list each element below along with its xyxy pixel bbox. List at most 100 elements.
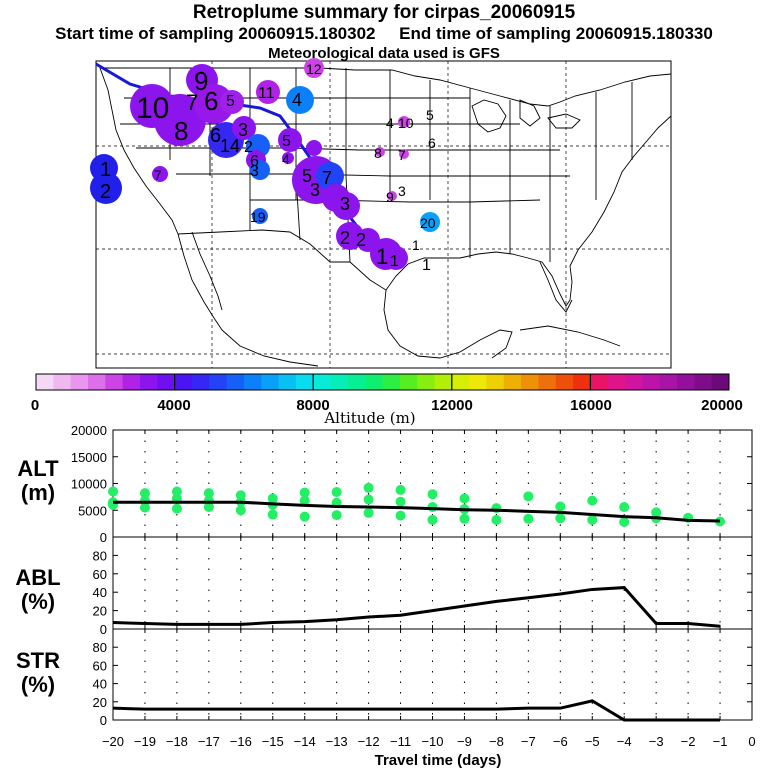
cluster-label: 5: [226, 93, 235, 110]
colorbar-swatch: [642, 374, 661, 390]
cluster-label: 7: [186, 90, 198, 115]
cluster-label: 2: [100, 181, 111, 203]
y-tick-label: 0: [100, 530, 107, 545]
altitude-point: [715, 516, 726, 527]
colorbar-swatch: [139, 374, 158, 390]
y-tick-label: 0: [100, 713, 107, 728]
colorbar-swatch: [677, 374, 695, 390]
cluster-label: 2: [244, 139, 253, 156]
x-tick-label: −10: [421, 734, 443, 749]
colorbar-swatch: [555, 374, 574, 390]
cluster-circle: [399, 149, 409, 159]
x-tick-label: −17: [198, 734, 220, 749]
cluster-label: 3: [340, 194, 350, 214]
altitude-point: [331, 487, 342, 498]
colorbar-swatch: [243, 374, 262, 390]
colorbar-swatch: [434, 374, 453, 390]
alt-panel-unit: (m): [21, 480, 55, 505]
cluster-label: 2: [356, 230, 366, 250]
start-time-label: Start time of sampling 20060915.180302: [55, 24, 376, 43]
x-tick-label: −13: [326, 734, 348, 749]
altitude-point: [619, 502, 630, 513]
cluster-label: 1: [376, 244, 388, 269]
cluster-label: 19: [250, 209, 266, 225]
colorbar-tick-label: 0: [31, 397, 39, 414]
colorbar-frame: [35, 373, 730, 391]
panel-frame: [112, 628, 753, 721]
colorbar-tick-label: 20000: [701, 397, 743, 414]
altitude-point: [203, 502, 214, 513]
altitude-point: [299, 495, 310, 506]
cluster-circle: [232, 116, 256, 140]
colorbar-swatch: [295, 374, 314, 390]
x-tick-label: −19: [134, 734, 156, 749]
altitude-point: [363, 494, 374, 505]
x-tick-label: −1: [713, 734, 728, 749]
str-series-line: [112, 699, 721, 722]
cluster-circle: [220, 90, 244, 114]
colorbar-swatch: [122, 374, 141, 390]
altitude-point: [331, 510, 342, 521]
x-tick-label: 0: [748, 734, 755, 749]
altitude-point: [523, 513, 534, 524]
cluster-circle: [304, 58, 324, 78]
colorbar-swatch: [625, 374, 643, 390]
colorbar-swatch: [365, 374, 383, 390]
colorbar-swatch: [417, 374, 435, 390]
cluster-label: 6: [204, 86, 218, 116]
cluster-label: 11: [258, 85, 275, 102]
cluster-circle: [306, 140, 322, 156]
y-tick-label: 0: [100, 622, 107, 637]
x-tick-label: −15: [262, 734, 284, 749]
panel-1: 0 20 40 60 80: [93, 536, 753, 637]
colorbar-swatch: [590, 374, 609, 390]
map-borders: [99, 67, 672, 367]
abl-series-line: [112, 586, 721, 628]
altitude-point: [491, 514, 502, 525]
cluster-label: 3: [310, 180, 320, 200]
sampling-time-line: Start time of sampling 20060915.180302 E…: [0, 24, 768, 44]
colorbar-swatch: [313, 374, 332, 390]
cluster-label: 5: [302, 166, 312, 186]
altitude-point: [619, 517, 630, 528]
colorbar-swatch: [105, 374, 124, 390]
colorbar-tick-label: 12000: [431, 397, 473, 414]
y-tick-label: 15000: [71, 450, 107, 465]
altitude-point: [171, 486, 182, 497]
x-tick-label: −18: [166, 734, 188, 749]
x-tick-label: −7: [521, 734, 536, 749]
cluster-label: 12: [306, 61, 322, 77]
cluster-circle: [282, 152, 294, 164]
colorbar-swatch: [694, 374, 713, 390]
colorbar-swatch: [521, 374, 539, 390]
panel-frame: [112, 536, 753, 630]
cluster-label: 1: [390, 253, 399, 270]
altitude-point: [267, 509, 278, 520]
altitude-point: [203, 488, 214, 499]
panel-0: 0 5000 10000 15000 20000: [71, 423, 753, 545]
cluster-circle: [154, 94, 206, 146]
altitude-point: [395, 496, 406, 507]
altitude-point: [427, 514, 438, 525]
alt-panel-label: ALT: [17, 456, 59, 481]
panel-labels: ALT (m) ABL (%) STR (%): [15, 456, 60, 697]
colorbar-swatch: [157, 374, 176, 390]
cluster-circles: [90, 58, 440, 270]
cluster-label: 20: [420, 215, 436, 231]
colorbar-swatch: [278, 374, 297, 390]
cluster-circle: [375, 147, 385, 157]
y-tick-label: 20: [93, 695, 107, 710]
cluster-label: 7: [398, 147, 406, 163]
cluster-circle: [250, 160, 270, 180]
cluster-label: 8: [374, 145, 382, 161]
cluster-label: 3: [238, 120, 248, 140]
altitude-point: [363, 482, 374, 493]
altitude-point: [587, 514, 598, 525]
colorbar-swatch: [538, 374, 557, 390]
cluster-label: 10: [398, 115, 414, 131]
altitude-point: [108, 486, 118, 497]
x-tick-label: −3: [649, 734, 664, 749]
cluster-label: 1: [412, 237, 420, 253]
